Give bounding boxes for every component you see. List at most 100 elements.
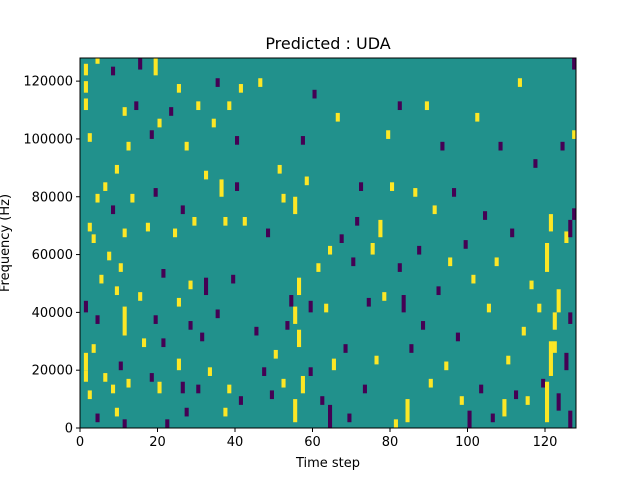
heatmap-cell	[153, 315, 158, 324]
heatmap-cell	[176, 358, 181, 371]
heatmap-cell	[293, 306, 298, 324]
heatmap-cell	[219, 179, 224, 197]
heatmap-cell	[510, 228, 515, 238]
heatmap-cell	[304, 176, 309, 186]
heatmap-cell	[486, 303, 491, 313]
heatmap-cell	[409, 344, 414, 353]
heatmap-cell	[533, 159, 538, 168]
heatmap-cell	[428, 378, 433, 388]
heatmap-cell	[324, 303, 329, 313]
heatmap-cell	[184, 141, 189, 151]
heatmap-cell	[176, 297, 181, 307]
heatmap-cell	[417, 245, 422, 255]
heatmap-cell	[374, 355, 379, 365]
heatmap-cell	[568, 410, 573, 428]
heatmap-cell	[95, 193, 100, 203]
heatmap-cell	[556, 393, 561, 411]
heatmap-cell	[87, 133, 92, 142]
heatmap-cell	[506, 355, 511, 365]
heatmap-cell	[83, 63, 88, 76]
heatmap-cell	[281, 378, 286, 388]
heatmap-cell	[545, 381, 550, 423]
heatmap-cell	[95, 58, 100, 64]
heatmap-cell	[285, 321, 290, 330]
heatmap-cell	[130, 193, 135, 203]
heatmap-cell	[316, 263, 321, 272]
heatmap-cell	[118, 263, 123, 272]
heatmap-cell	[459, 396, 464, 405]
heatmap-cell	[134, 101, 139, 111]
heatmap-cell	[328, 245, 333, 255]
heatmap-cell	[382, 292, 387, 301]
heatmap-cell	[432, 205, 437, 215]
heatmap-cell	[126, 141, 131, 151]
heatmap-cell	[494, 257, 499, 267]
heatmap-cell	[277, 164, 282, 174]
x-tick-label: 20	[149, 435, 166, 450]
heatmap-cell	[548, 214, 553, 232]
heatmap-cell	[235, 182, 240, 191]
heatmap-cell	[293, 196, 298, 215]
heatmap-cell	[490, 413, 495, 423]
heatmap-cell	[258, 78, 263, 87]
heatmap-cell	[223, 216, 228, 226]
heatmap-cell	[564, 352, 569, 371]
heatmap-cell	[196, 101, 201, 111]
heatmap-cell	[355, 216, 360, 226]
heatmap-cell	[436, 286, 441, 296]
heatmap-cell	[118, 361, 123, 371]
heatmap-cell	[514, 390, 519, 400]
heatmap-cell	[564, 231, 569, 243]
heatmap-cell	[95, 315, 100, 324]
heatmap-cell	[83, 300, 88, 313]
heatmap-cell	[207, 367, 212, 376]
heatmap-cell	[235, 136, 240, 145]
heatmap-cell	[122, 306, 127, 336]
heatmap-cell	[552, 312, 557, 330]
heatmap-cell	[111, 205, 116, 215]
heatmap-cell	[184, 407, 189, 417]
heatmap-cell	[180, 381, 185, 394]
x-tick-label: 60	[304, 435, 321, 450]
x-tick-label: 40	[227, 435, 244, 450]
heatmap-cell	[114, 286, 119, 296]
heatmap-cell	[444, 361, 449, 371]
x-axis-label: Time step	[295, 456, 360, 471]
heatmap-cell	[138, 292, 143, 301]
heatmap-cell	[165, 419, 170, 428]
heatmap-cell	[308, 300, 313, 313]
y-tick-label: 80000	[32, 190, 73, 205]
heatmap-cell	[455, 332, 460, 342]
heatmap-cell	[351, 257, 356, 267]
heatmap-cell	[83, 370, 88, 382]
heatmap-cell	[548, 341, 553, 376]
y-tick-label: 100000	[23, 132, 73, 147]
heatmap-cell	[173, 228, 178, 238]
heatmap-cell	[223, 407, 228, 417]
heatmap-cell	[204, 277, 209, 296]
heatmap-cell	[91, 344, 96, 353]
heatmap-cell	[157, 118, 162, 128]
heatmap-cell	[262, 367, 267, 376]
y-axis: 0 20000 40000 60000 80000 100000 120000	[23, 75, 80, 437]
heatmap-cell	[153, 58, 158, 76]
heatmap-cell	[111, 384, 116, 394]
heatmap-cell	[149, 373, 154, 382]
heatmap-cell	[196, 384, 201, 394]
heatmap-cell	[517, 78, 522, 87]
heatmap-cell	[424, 101, 429, 111]
y-tick-label: 60000	[32, 248, 73, 263]
heatmap-cell	[297, 329, 302, 348]
heatmap-cell	[359, 182, 364, 191]
heatmap-cell	[161, 269, 166, 278]
heatmap-cell	[297, 277, 302, 296]
heatmap-cell	[452, 188, 457, 197]
heatmap-cell	[200, 332, 205, 342]
heatmap-cell	[215, 309, 220, 319]
x-tick-label: 0	[76, 435, 84, 450]
plot-frame	[79, 57, 577, 429]
heatmap-background	[80, 58, 576, 428]
heatmap-cell	[289, 295, 294, 307]
heatmap-cell	[211, 118, 216, 128]
heatmap-cell	[483, 211, 488, 220]
